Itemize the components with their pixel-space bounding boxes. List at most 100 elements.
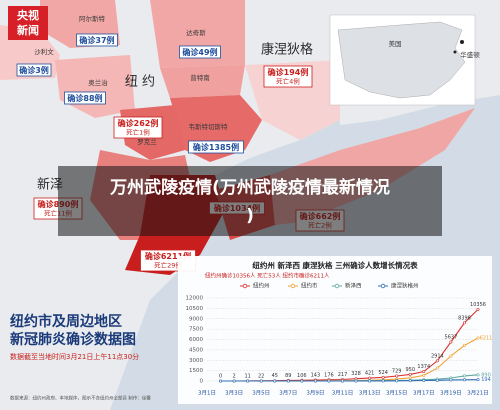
overlay-title: ) — [246, 206, 254, 226]
point — [313, 379, 317, 383]
point — [354, 379, 358, 383]
legend-dot — [290, 283, 296, 289]
place: 华盛顿 — [460, 50, 480, 59]
point — [462, 374, 466, 378]
point — [422, 373, 426, 377]
case-count: 确诊6211例 — [145, 251, 191, 261]
y-tick-label: 10500 — [186, 306, 204, 312]
value-label: 0 — [219, 374, 222, 380]
chart-title: 纽约州 新泽西 康涅狄格 三州确诊人数增长情况表 — [252, 260, 418, 270]
legend-label: 纽约州 — [253, 282, 270, 290]
y-tick-label: 6000 — [189, 337, 203, 343]
place: 沙利文 — [34, 47, 54, 56]
place: 韦斯特切斯特 — [189, 122, 229, 131]
case-deaths: 死亡4例 — [276, 77, 300, 86]
value-label: 8398 — [458, 315, 471, 321]
footer-note: 数据截至当地时间3月21日上午11点30分 — [10, 352, 139, 361]
point — [273, 379, 277, 383]
case-count: 确诊1385例 — [193, 142, 239, 152]
point — [435, 378, 439, 382]
point — [368, 379, 372, 383]
point — [300, 379, 304, 383]
point — [462, 343, 466, 347]
x-tick-label: 3月7日 — [279, 390, 297, 397]
x-tick-label: 3月5日 — [252, 390, 270, 397]
value-label: 11 — [244, 373, 250, 379]
legend-label: 康涅狄格州 — [391, 282, 419, 290]
value-label: 950 — [405, 367, 415, 373]
x-tick-label: 3月1日 — [198, 390, 216, 397]
logo-box — [8, 6, 48, 40]
value-label: 106 — [297, 373, 307, 379]
case-count: 确诊49例 — [182, 47, 217, 57]
value-label: 10356 — [470, 302, 486, 308]
case-box — [263, 65, 313, 88]
footer-title: 新冠肺炎确诊数据图 — [10, 331, 136, 348]
inset-land — [337, 21, 466, 99]
case-count: 确诊37例 — [79, 35, 114, 45]
point — [422, 379, 426, 383]
point — [435, 359, 439, 363]
point — [422, 369, 426, 373]
x-tick-label: 3月19日 — [440, 390, 462, 397]
case-box — [64, 91, 106, 105]
value-label: 2 — [233, 373, 236, 379]
point — [286, 379, 290, 383]
y-tick-label: 12000 — [186, 296, 204, 302]
series-line — [220, 379, 479, 382]
case-box — [16, 63, 52, 77]
place: 普特南 — [190, 73, 210, 82]
value-label: 45 — [272, 373, 278, 379]
legend-label: 纽约市 — [301, 282, 318, 290]
case-box — [76, 33, 118, 47]
value-label: 89 — [285, 373, 291, 379]
point — [395, 379, 399, 383]
case-count: 确诊194例 — [268, 67, 309, 77]
case-deaths: 死亡1例 — [126, 128, 150, 137]
chart: 0 1500 3000 4500 6000 7500 9000 10500 12000 3月1日 3… — [186, 282, 493, 397]
point — [476, 373, 480, 377]
place: 康涅狄格 — [261, 42, 313, 58]
overlay-title: 万州武陵疫情(万州武陵疫情最新情况 — [109, 177, 390, 198]
y-tick-label: 7500 — [189, 327, 203, 333]
legend-label: 新泽西 — [345, 282, 362, 290]
point — [435, 366, 439, 370]
case-count: 确诊3例 — [19, 65, 49, 75]
point — [476, 378, 480, 382]
overlay-band — [58, 166, 442, 236]
point — [449, 354, 453, 358]
place: 美国 — [389, 39, 402, 48]
point — [476, 336, 480, 340]
county — [160, 65, 245, 98]
legend-dot — [334, 283, 340, 289]
x-tick-label: 3月9日 — [306, 390, 324, 397]
y-tick-label: 1500 — [189, 368, 203, 374]
point — [259, 379, 263, 383]
point — [395, 374, 399, 378]
value-label: 143 — [311, 373, 321, 379]
point — [381, 375, 385, 379]
x-tick-label: 3月11日 — [332, 390, 354, 397]
point — [340, 379, 344, 383]
place: 新泽 — [37, 177, 63, 193]
county — [150, 0, 245, 68]
value-label: 2914 — [431, 353, 444, 359]
y-tick-label: 3000 — [189, 358, 203, 364]
x-tick-label: 3月3日 — [225, 390, 243, 397]
case-box — [179, 45, 221, 59]
point — [219, 379, 223, 383]
place: 达奇斯 — [186, 28, 206, 37]
point — [462, 378, 466, 382]
point — [232, 379, 236, 383]
point — [408, 372, 412, 376]
case-box — [188, 140, 244, 154]
value-label: 194 — [481, 377, 491, 383]
x-tick-label: 3月17日 — [413, 390, 435, 397]
legend-dot — [242, 283, 248, 289]
point — [408, 379, 412, 383]
point — [462, 321, 466, 325]
point — [449, 340, 453, 344]
x-tick-label: 3月15日 — [386, 390, 408, 397]
